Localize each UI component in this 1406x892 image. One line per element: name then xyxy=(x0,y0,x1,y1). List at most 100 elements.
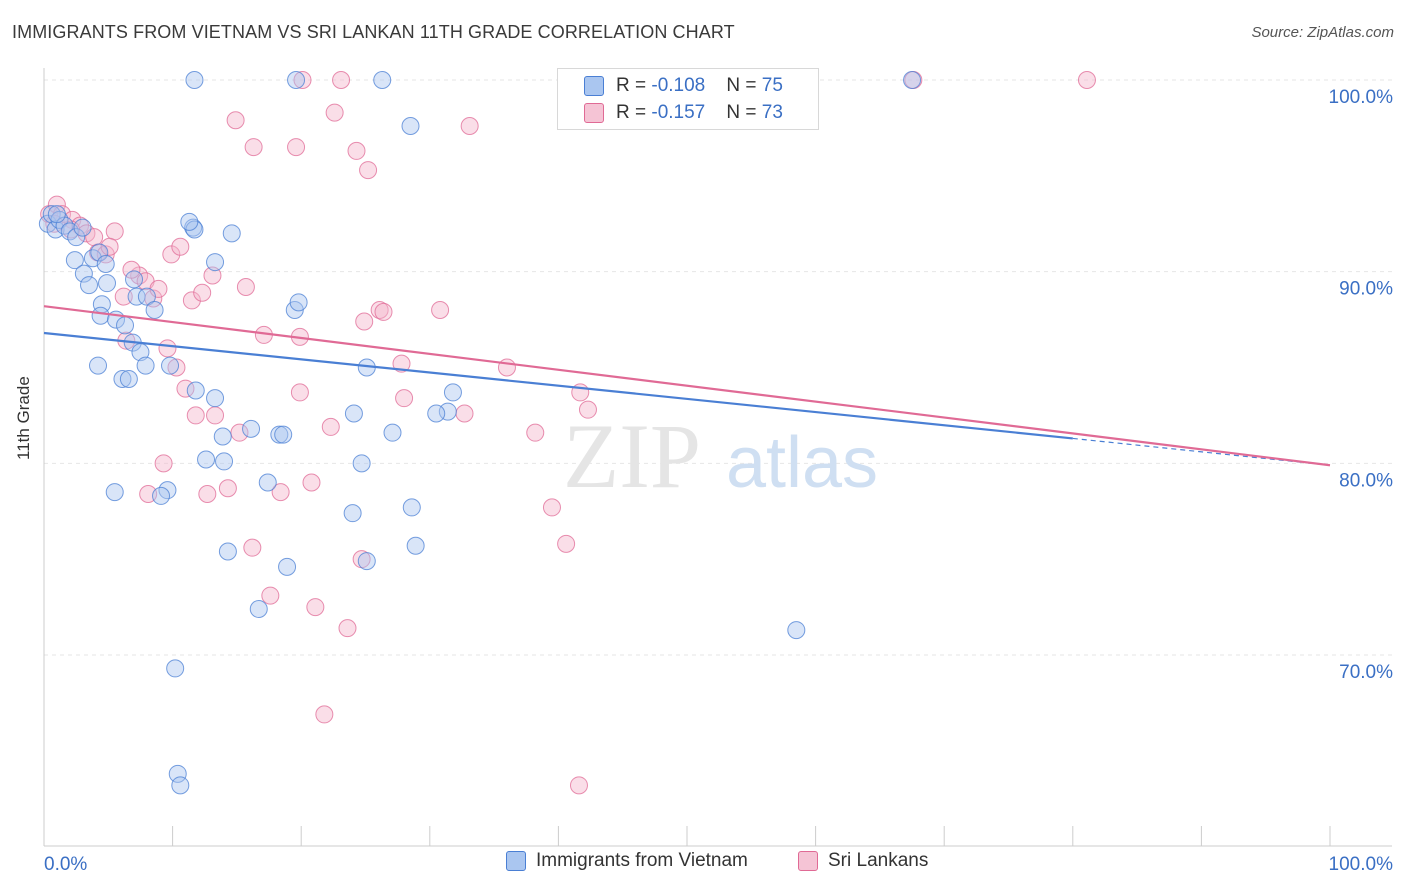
vietnam-point xyxy=(116,316,135,335)
vietnam-point xyxy=(383,423,402,442)
x-tick-label-start: 0.0% xyxy=(44,854,87,875)
sri-lankans-point xyxy=(325,103,344,122)
vietnam-point xyxy=(218,542,237,561)
sri-lankans-point xyxy=(271,483,290,502)
sri-lankans-point xyxy=(338,619,357,638)
vietnam-point xyxy=(185,71,204,89)
y-tick-label: 90.0% xyxy=(1339,279,1393,300)
sri-lankans-point xyxy=(71,216,90,235)
legend-item-vietnam[interactable]: Immigrants from Vietnam xyxy=(506,850,748,872)
watermark-atlas: atlas xyxy=(726,423,878,503)
vietnam-point xyxy=(357,552,376,571)
vietnam-point xyxy=(402,498,421,517)
trend-lines xyxy=(43,305,1331,467)
vietnam-point xyxy=(289,293,308,312)
legend-label-sri-lankans: Sri Lankans xyxy=(828,850,929,871)
n-label: N = xyxy=(726,75,762,96)
vietnam-point xyxy=(47,205,66,224)
r-value: -0.157 xyxy=(651,102,706,123)
vietnam-point xyxy=(168,764,187,783)
r-label: R = xyxy=(616,102,652,123)
sri-lankans-point xyxy=(171,237,190,256)
sri-lankans-point xyxy=(321,417,340,436)
sri-lankans-point xyxy=(206,406,225,425)
vietnam-point xyxy=(427,404,446,423)
n-value: 75 xyxy=(761,75,783,96)
vietnam-point xyxy=(89,356,108,375)
vietnam-point xyxy=(180,212,199,231)
sri-lankans-point xyxy=(395,389,414,408)
sri-lankans-point xyxy=(162,245,181,264)
bottom-legend: Immigrants from Vietnam Sri Lankans xyxy=(0,850,1406,880)
vietnam-point xyxy=(171,776,190,795)
r-value: -0.108 xyxy=(651,75,706,96)
grid xyxy=(44,79,1392,656)
legend-swatch-vietnam xyxy=(506,851,526,871)
vietnam-point xyxy=(152,486,171,505)
vietnam-point xyxy=(401,117,420,135)
vietnam-point xyxy=(215,452,234,471)
sri-lankans-point xyxy=(526,423,545,442)
vietnam-point xyxy=(343,504,362,523)
vietnam-point xyxy=(249,600,268,618)
sri-lankans-point xyxy=(569,776,588,795)
vietnam-point xyxy=(136,356,155,375)
vietnam-point xyxy=(373,71,392,89)
vietnam-point xyxy=(65,251,84,270)
sri-lankans-point xyxy=(1077,71,1096,89)
sri-lankans-point xyxy=(243,538,262,557)
vietnam-point xyxy=(206,389,225,408)
chart-title: IMMIGRANTS FROM VIETNAM VS SRI LANKAN 11… xyxy=(12,22,735,42)
y-tick-label: 70.0% xyxy=(1339,662,1393,683)
vietnam-point xyxy=(438,402,457,421)
vietnam-point xyxy=(903,71,922,89)
vietnam-point xyxy=(46,220,65,239)
vietnam-point xyxy=(166,659,185,678)
sri-lankans-point xyxy=(497,358,516,377)
sri-lankans-point xyxy=(347,141,366,160)
sri-lankans-point xyxy=(203,266,222,285)
sri-lankans-point xyxy=(306,598,325,617)
vietnam-point xyxy=(73,218,92,237)
r-label: R = xyxy=(616,75,652,96)
sri-lankans-point xyxy=(359,161,378,180)
series-sri-lankans xyxy=(40,71,1096,795)
sri-lankans-point xyxy=(186,406,205,425)
sri-lankans-point xyxy=(167,358,186,377)
vietnam-point xyxy=(98,274,117,293)
vietnam-point xyxy=(270,425,289,444)
sri-lankans-point xyxy=(332,71,351,89)
legend-swatch-sri-lankans xyxy=(798,851,818,871)
sri-lankans-point xyxy=(315,705,334,724)
legend-item-sri-lankans[interactable]: Sri Lankans xyxy=(798,850,928,872)
inset-legend-row-sri-lankans: R = -0.157 N = 73 xyxy=(584,101,783,125)
sri-lankans-point xyxy=(455,404,474,423)
sri-lankans-point xyxy=(431,301,450,319)
sri-lankans-point xyxy=(293,71,312,89)
sri-lankans-point xyxy=(261,586,280,605)
sri-lankans-point xyxy=(374,302,393,321)
vietnam-point xyxy=(443,383,462,402)
tick-labels: 100.0% 90.0% 80.0% 70.0% 0.0% 100.0% xyxy=(44,87,1393,875)
sri-lankans-point xyxy=(287,138,306,157)
vietnam-point xyxy=(274,425,293,444)
sri-lankans-point xyxy=(198,485,217,503)
vietnam-point xyxy=(197,450,216,469)
vietnam-point xyxy=(406,536,425,555)
vietnam-point xyxy=(137,287,156,306)
vietnam-point xyxy=(96,255,115,273)
axes xyxy=(43,68,1392,847)
vietnam-point xyxy=(213,427,232,446)
sri-lankans-swatch xyxy=(584,103,604,123)
sri-lankans-point xyxy=(158,339,177,358)
vietnam-point xyxy=(91,306,110,325)
legend-label-vietnam: Immigrants from Vietnam xyxy=(536,850,748,871)
vietnam-point xyxy=(186,381,205,400)
inset-legend-row-vietnam: R = -0.108 N = 75 xyxy=(584,74,783,98)
vietnam-trend-line xyxy=(43,331,1073,440)
vietnam-point xyxy=(787,621,806,640)
sri-lankans-point xyxy=(182,291,201,310)
sri-lankans-point xyxy=(230,423,249,442)
vietnam-point xyxy=(145,301,164,319)
sri-lankans-point xyxy=(105,222,124,241)
